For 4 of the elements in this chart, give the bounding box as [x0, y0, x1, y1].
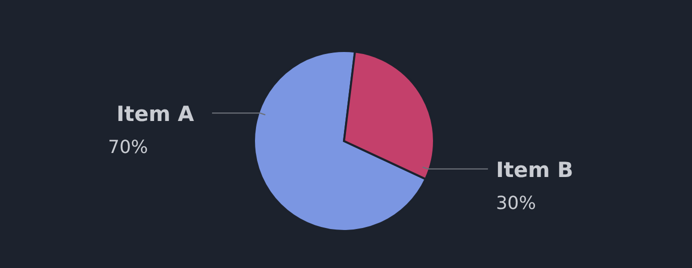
data-label: 70% [108, 137, 148, 158]
data-label: 30% [496, 192, 536, 214]
slice-label: Item B [496, 158, 574, 182]
slice-label: Item A [116, 102, 195, 126]
